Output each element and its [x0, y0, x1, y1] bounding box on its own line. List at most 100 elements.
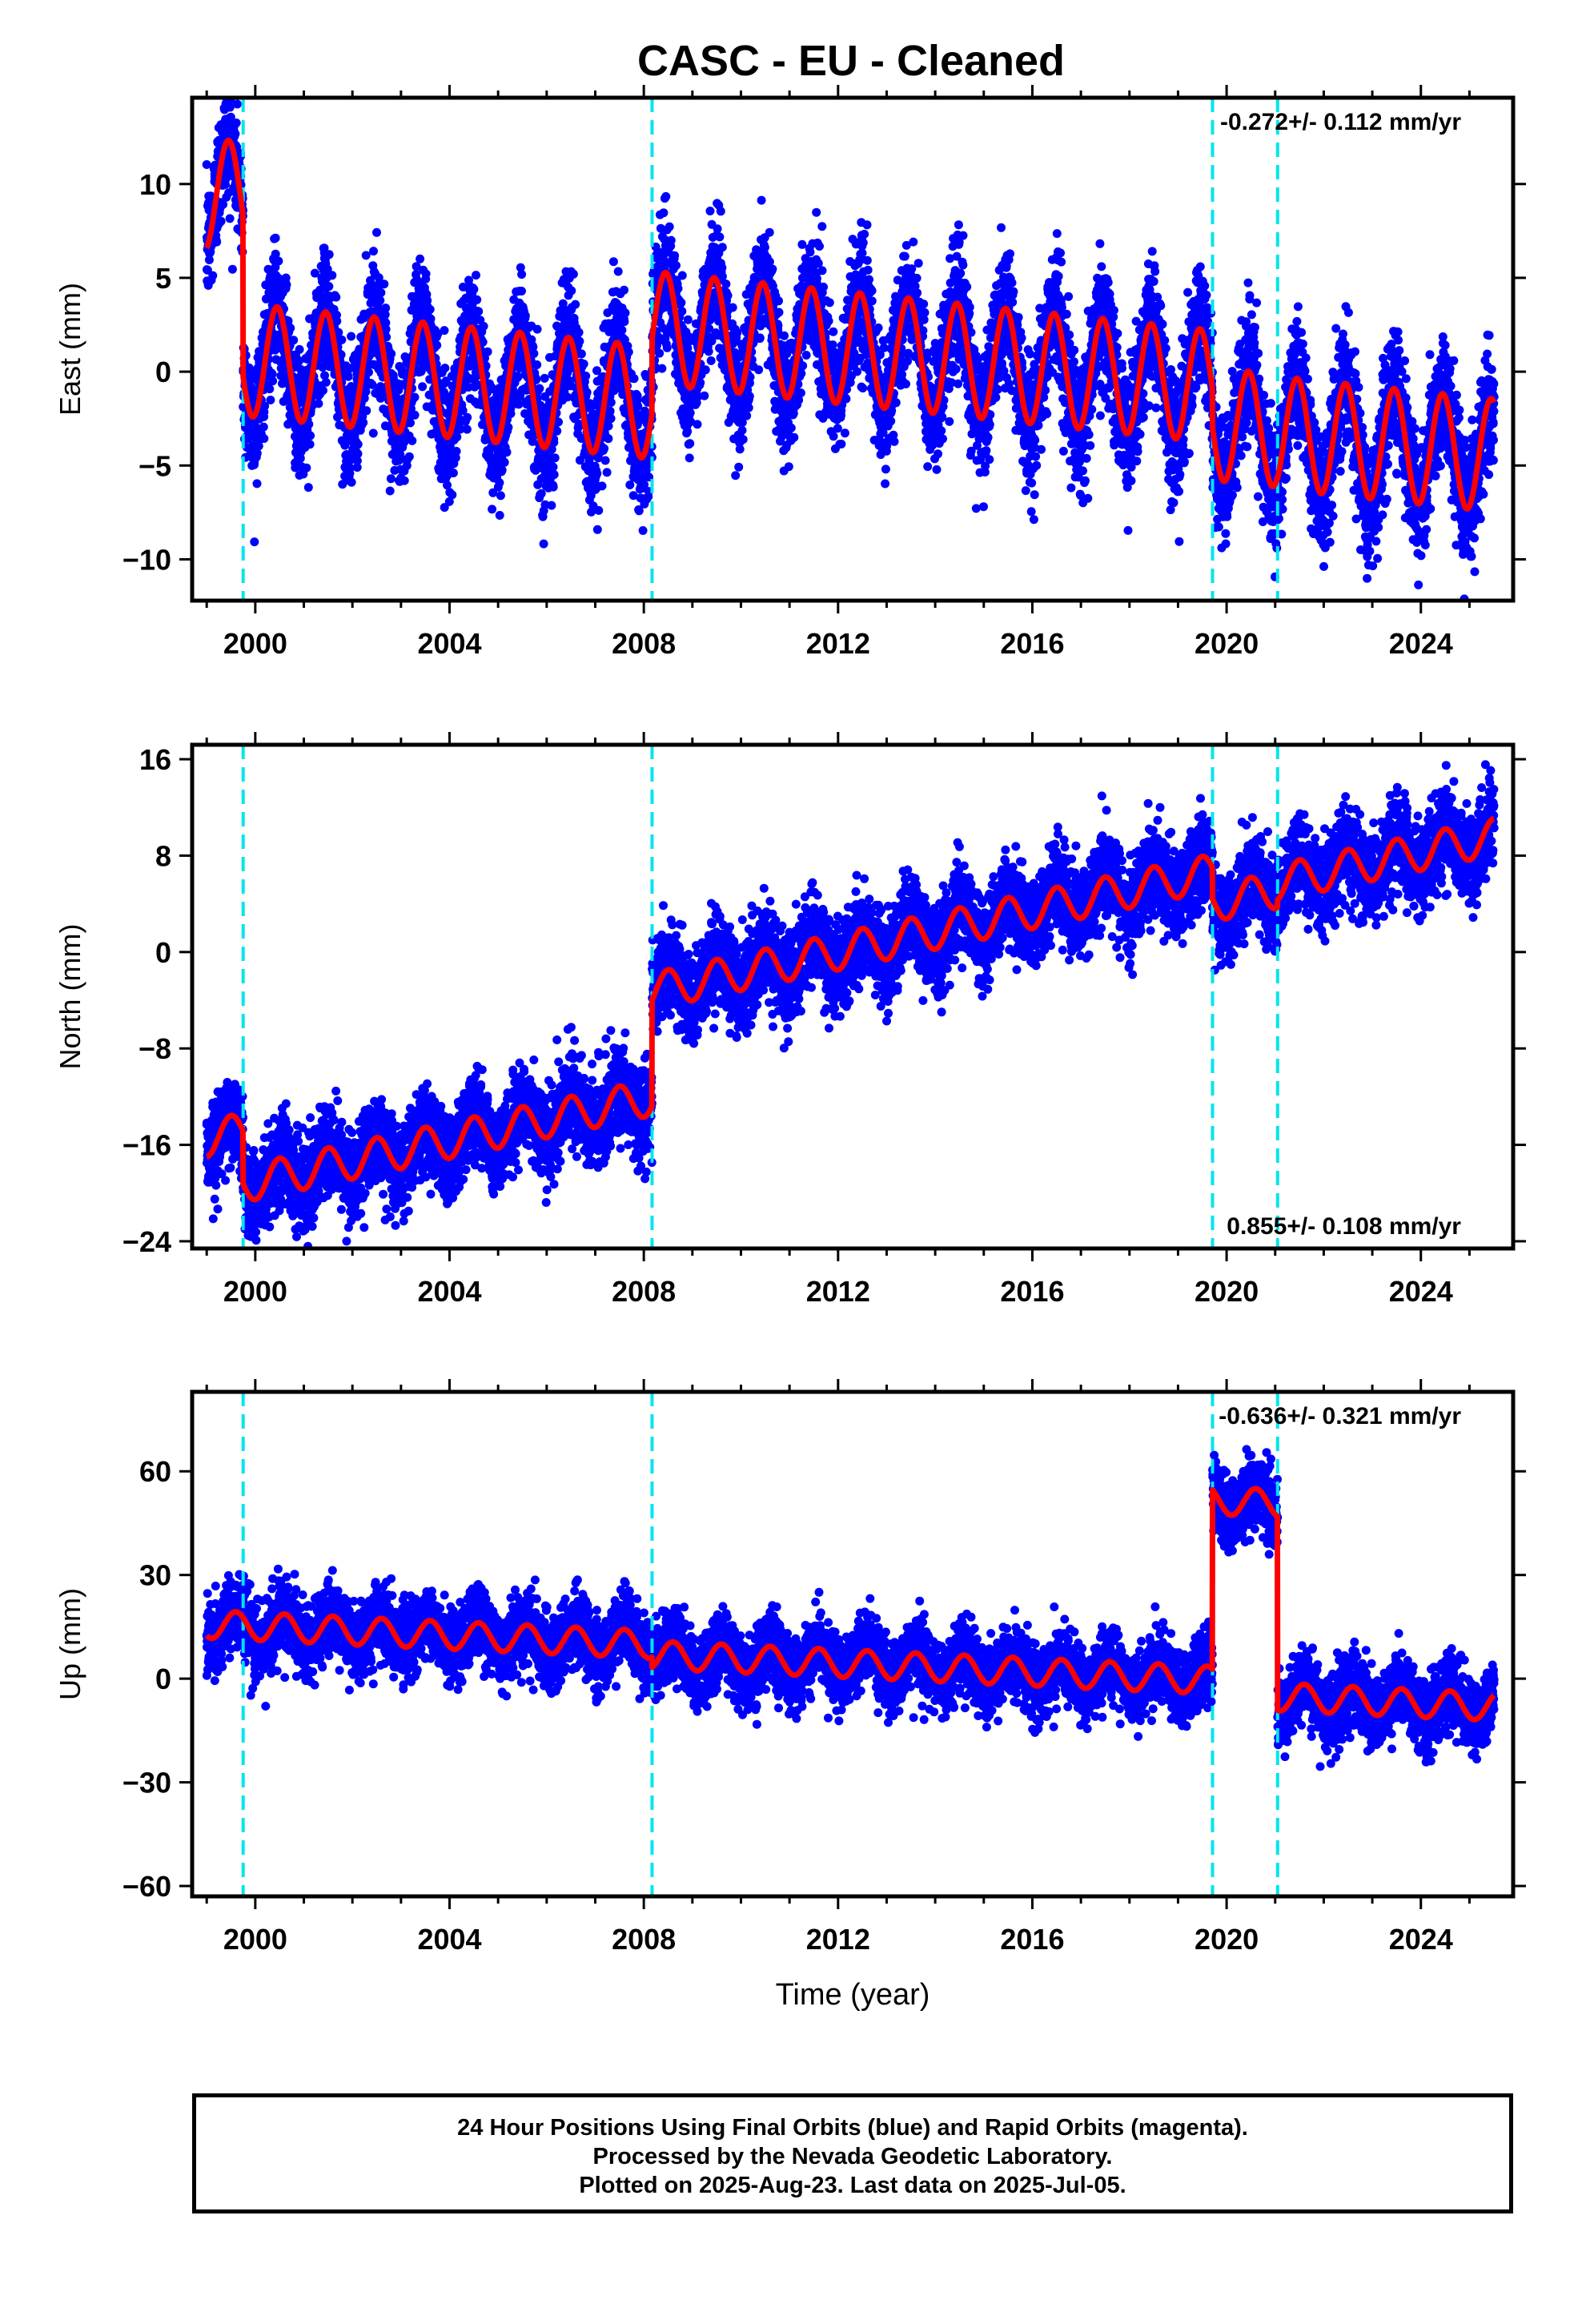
- data-point: [825, 298, 834, 308]
- data-point: [629, 374, 639, 384]
- data-point: [662, 343, 672, 352]
- data-point: [540, 373, 549, 383]
- data-point: [497, 465, 507, 475]
- data-point: [819, 282, 828, 292]
- data-point: [337, 335, 347, 344]
- data-point: [343, 372, 353, 381]
- data-point: [594, 505, 604, 515]
- data-point: [677, 307, 687, 316]
- data-point: [321, 377, 331, 387]
- data-point: [303, 483, 313, 493]
- data-point: [259, 434, 269, 444]
- data-point: [368, 428, 378, 438]
- data-point: [582, 388, 592, 397]
- data-point: [426, 314, 436, 324]
- data-point: [225, 214, 235, 223]
- data-point: [677, 298, 686, 308]
- data-point: [381, 324, 391, 334]
- data-point: [840, 428, 849, 438]
- data-point: [440, 326, 449, 336]
- data-point: [452, 447, 461, 456]
- data-point: [361, 251, 371, 260]
- data-point: [550, 453, 560, 463]
- data-point: [324, 250, 334, 259]
- data-point: [520, 311, 530, 320]
- data-point: [202, 160, 211, 169]
- data-point: [314, 399, 323, 408]
- data-point: [805, 247, 815, 257]
- data-point: [385, 486, 395, 496]
- data-point: [700, 391, 709, 400]
- data-point: [400, 476, 409, 485]
- data-point: [657, 364, 667, 373]
- data-point: [677, 271, 687, 280]
- data-point: [231, 129, 240, 139]
- data-point: [504, 423, 513, 432]
- data-point: [324, 282, 334, 292]
- data-point: [462, 424, 472, 434]
- data-point: [506, 409, 516, 418]
- data-point: [575, 336, 584, 346]
- data-point: [829, 432, 838, 441]
- data-point: [552, 426, 562, 436]
- data-point: [665, 222, 674, 231]
- data-point: [479, 321, 488, 331]
- data-point: [483, 347, 492, 356]
- data-point: [488, 505, 497, 514]
- data-point: [425, 304, 435, 314]
- data-point: [600, 444, 609, 453]
- data-point: [347, 477, 356, 487]
- data-point: [738, 435, 748, 444]
- panel-east: 2000 2004 2008 2012 2016 2020 2024−10−50510Eas…: [54, 85, 1526, 660]
- data-point: [548, 482, 558, 492]
- data-point: [327, 271, 337, 280]
- data-point: [347, 332, 356, 341]
- data-point: [786, 423, 796, 432]
- data-point: [659, 208, 669, 218]
- data-point: [289, 336, 299, 345]
- data-point: [372, 227, 381, 237]
- data-point: [421, 269, 431, 279]
- data-point: [227, 264, 237, 274]
- data-point: [817, 266, 827, 275]
- data-point: [817, 222, 827, 231]
- data-point: [469, 284, 479, 294]
- data-point: [728, 303, 737, 312]
- data-point: [266, 396, 275, 404]
- data-point: [571, 300, 580, 309]
- data-point: [608, 257, 618, 267]
- data-point: [448, 490, 457, 500]
- data-point: [768, 264, 777, 274]
- data-point: [865, 275, 873, 284]
- data-point: [216, 216, 226, 226]
- data-point: [613, 267, 623, 276]
- data-point: [789, 432, 799, 442]
- data-point: [632, 391, 642, 400]
- data-point: [685, 408, 695, 418]
- data-point: [254, 441, 263, 451]
- data-point: [302, 463, 311, 472]
- data-point: [576, 349, 586, 359]
- data-point: [774, 308, 784, 317]
- data-point: [717, 271, 727, 281]
- data-point: [673, 283, 683, 293]
- data-point: [529, 349, 539, 358]
- data-point: [282, 280, 291, 290]
- data-point: [860, 229, 869, 239]
- data-point: [863, 265, 873, 275]
- data-point: [331, 292, 341, 302]
- data-point: [252, 448, 262, 458]
- data-point: [717, 243, 727, 252]
- data-point: [801, 351, 811, 360]
- data-point: [713, 224, 722, 234]
- data-point: [474, 307, 484, 316]
- data-point: [381, 304, 391, 313]
- data-point: [765, 227, 774, 237]
- data-point: [661, 191, 671, 201]
- data-point: [858, 384, 868, 393]
- data-point: [828, 340, 837, 350]
- data-point: [625, 480, 635, 489]
- data-point: [624, 348, 633, 357]
- data-point: [386, 474, 396, 484]
- data-point: [784, 462, 793, 472]
